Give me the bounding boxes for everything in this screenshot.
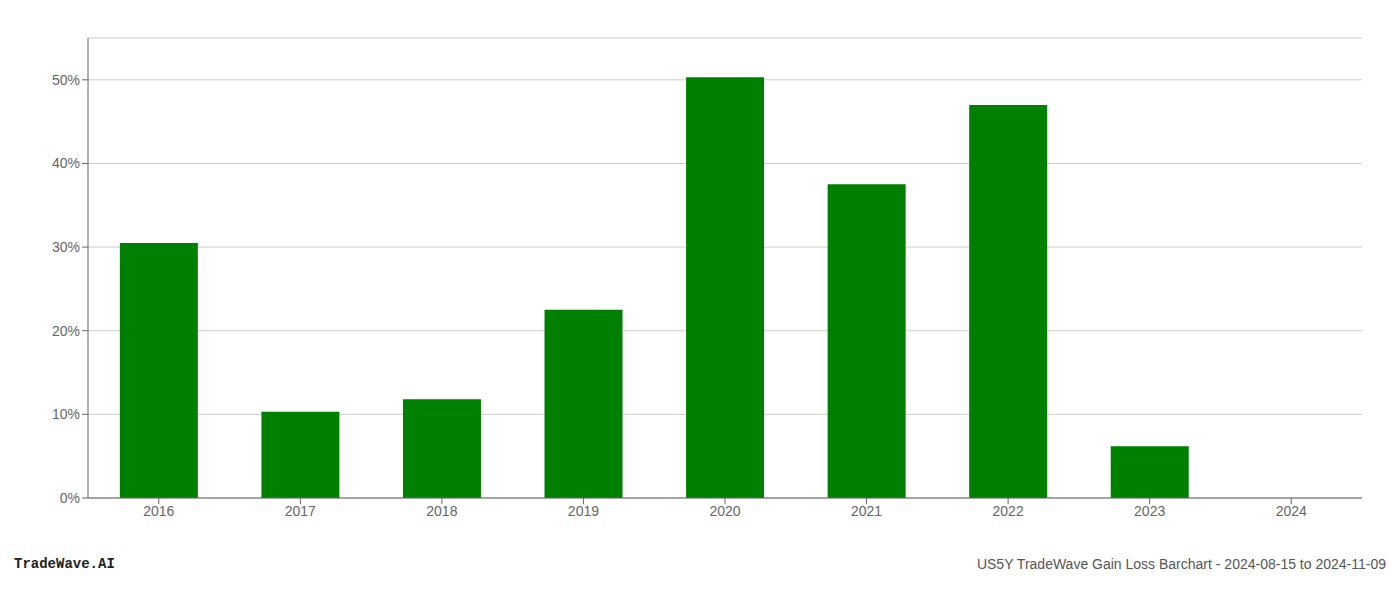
svg-text:50%: 50% [52, 72, 80, 88]
html-text:US5Y TradeWave Gain Loss Barch: US5Y TradeWave Gain Loss Barchart - 2024… [976, 556, 1386, 572]
svg-text:2018: 2018 [426, 503, 457, 519]
svg-text:2022: 2022 [993, 503, 1024, 519]
svg-text:10%: 10% [52, 406, 80, 422]
svg-text:2021: 2021 [851, 503, 882, 519]
svg-text:2016: 2016 [143, 503, 174, 519]
svg-text:2024: 2024 [1276, 503, 1307, 519]
svg-text:40%: 40% [52, 155, 80, 171]
svg-text:2023: 2023 [1134, 503, 1165, 519]
svg-text:2017: 2017 [285, 503, 316, 519]
svg-text:2019: 2019 [568, 503, 599, 519]
svg-text:2020: 2020 [709, 503, 740, 519]
html-text:TradeWave.AI: TradeWave.AI [14, 556, 115, 572]
svg-text:0%: 0% [60, 490, 80, 506]
svg-text:30%: 30% [52, 239, 80, 255]
svg-text:20%: 20% [52, 323, 80, 339]
